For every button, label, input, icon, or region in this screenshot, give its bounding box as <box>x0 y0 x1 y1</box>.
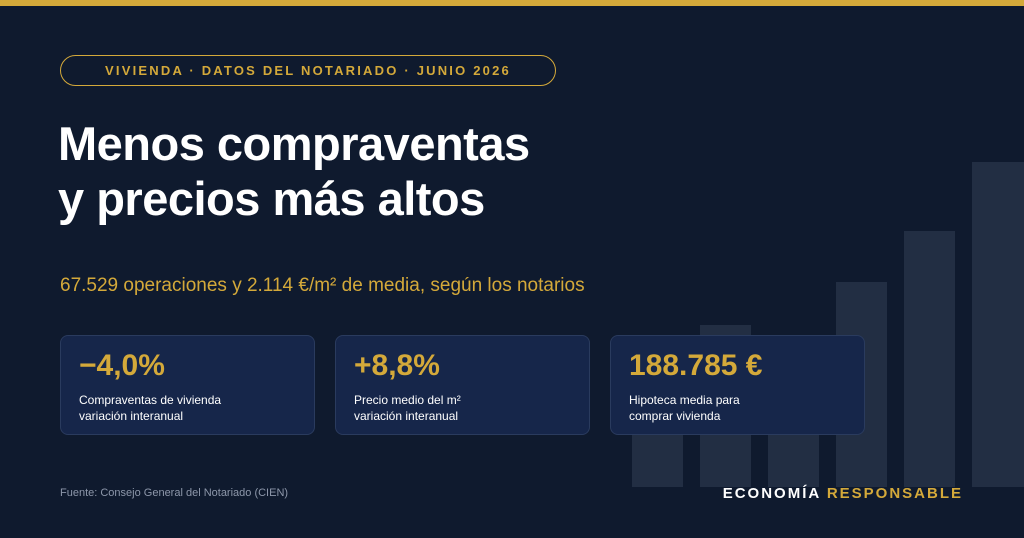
label-line: comprar vivienda <box>629 409 721 423</box>
kpi-card: 188.785 € Hipoteca media para comprar viv… <box>610 335 865 435</box>
decor-bar <box>904 231 955 487</box>
decor-bar <box>972 162 1024 487</box>
tag-pill: VIVIENDA · DATOS DEL NOTARIADO · JUNIO 2… <box>60 55 556 86</box>
subtitle: 67.529 operaciones y 2.114 €/m² de media… <box>60 275 585 296</box>
title-line: y precios más altos <box>58 172 485 225</box>
label-line: variación interanual <box>354 409 459 423</box>
kpi-card: +8,8% Precio medio del m² variación inter… <box>335 335 590 435</box>
label-line: Compraventas de vivienda <box>79 393 222 407</box>
kpi-label: Precio medio del m² variación interanual <box>354 392 571 424</box>
title-line: Menos compraventas <box>58 117 530 170</box>
kpi-value: 188.785 € <box>629 349 763 382</box>
brand-word: ECONOMÍA <box>722 485 821 502</box>
title: Menos compraventas y precios más altos <box>58 116 530 226</box>
source: Fuente: Consejo General del Notariado (C… <box>60 487 289 499</box>
top-bar <box>0 0 1024 6</box>
label-line: Precio medio del m² <box>354 393 461 407</box>
kpi-value: +8,8% <box>354 349 440 382</box>
kpi-label: Hipoteca media para comprar vivienda <box>629 392 846 424</box>
kpi-card: −4,0% Compraventas de vivienda variación … <box>60 335 315 435</box>
brand: ECONOMÍA RESPONSABLE <box>723 485 963 502</box>
brand-word: RESPONSABLE <box>826 485 963 502</box>
label-line: variación interanual <box>79 409 184 423</box>
decor-bar <box>632 427 683 487</box>
label-line: Hipoteca media para <box>629 393 740 407</box>
kpi-value: −4,0% <box>79 349 165 382</box>
kpi-label: Compraventas de vivienda variación intera… <box>79 392 296 424</box>
